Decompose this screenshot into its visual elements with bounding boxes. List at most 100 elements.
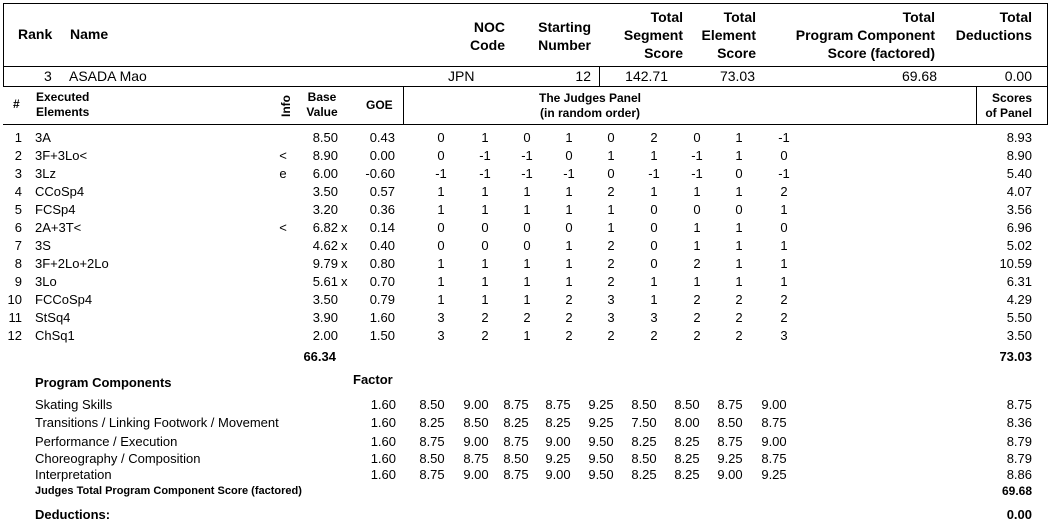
element-goe: 1.50 bbox=[369, 328, 395, 343]
judge-score: 0 bbox=[523, 220, 531, 235]
judge-score: 2 bbox=[693, 256, 701, 271]
judge-score: 1 bbox=[735, 274, 743, 289]
judge-score: 0 bbox=[481, 238, 489, 253]
skater-pcs: 69.68 bbox=[901, 68, 937, 84]
judge-score: 2 bbox=[693, 310, 701, 325]
judge-score: 1 bbox=[437, 202, 445, 217]
judge-score: 3 bbox=[607, 292, 615, 307]
judge-score: 2 bbox=[735, 310, 743, 325]
judge-score: 1 bbox=[650, 148, 658, 163]
deductions-label: Deductions: bbox=[35, 507, 111, 522]
component-judge-score: 8.75 bbox=[545, 397, 571, 412]
element-goe: 0.70 bbox=[369, 274, 395, 289]
judge-score: 2 bbox=[481, 310, 489, 325]
tes-header-line3: Score bbox=[717, 45, 756, 61]
element-panel-score: 10.59 bbox=[999, 256, 1032, 271]
judge-score: -1 bbox=[691, 148, 703, 163]
component-judge-score: 8.50 bbox=[674, 397, 700, 412]
judge-score: 0 bbox=[650, 202, 658, 217]
judge-score: 1 bbox=[437, 256, 445, 271]
factor-header: Factor bbox=[353, 372, 393, 387]
judge-score: 1 bbox=[565, 202, 573, 217]
judge-score: 1 bbox=[523, 184, 531, 199]
element-name: FCSp4 bbox=[35, 202, 76, 217]
judge-score: 1 bbox=[650, 274, 658, 289]
element-name: FCCoSp4 bbox=[35, 292, 93, 307]
component-judge-score: 9.25 bbox=[545, 451, 571, 466]
base-header-line1: Base bbox=[307, 90, 337, 104]
tss-header: Total Segment Score bbox=[600, 8, 683, 62]
judge-score: 1 bbox=[607, 148, 615, 163]
component-judge-score: 8.75 bbox=[503, 434, 529, 449]
judge-score: 0 bbox=[523, 238, 531, 253]
element-number: 3 bbox=[14, 166, 22, 181]
element-base-value: 5.61 bbox=[312, 274, 338, 289]
component-name: Performance / Execution bbox=[35, 434, 178, 449]
element-number: 4 bbox=[14, 184, 22, 199]
component-judge-score: 8.25 bbox=[674, 434, 700, 449]
judge-score: 1 bbox=[437, 292, 445, 307]
element-name: 3S bbox=[35, 238, 51, 253]
element-panel-score: 6.96 bbox=[1006, 220, 1032, 235]
tes-header-line2: Element bbox=[701, 27, 756, 43]
element-base-value: 8.90 bbox=[312, 148, 338, 163]
element-base-value: 4.62 bbox=[312, 238, 338, 253]
judge-score: -1 bbox=[479, 148, 491, 163]
judge-score: 1 bbox=[735, 220, 743, 235]
judge-score: -1 bbox=[691, 166, 703, 181]
element-name: 3F+2Lo+2Lo bbox=[35, 256, 109, 271]
judge-score: 0 bbox=[650, 220, 658, 235]
judge-score: 1 bbox=[481, 130, 489, 145]
judge-score: 0 bbox=[437, 130, 445, 145]
executed-header-line2: Elements bbox=[36, 105, 90, 119]
judges-header-line1: The Judges Panel bbox=[538, 91, 642, 105]
element-panel-score: 6.31 bbox=[1006, 274, 1032, 289]
element-base-value: 9.79 bbox=[312, 256, 338, 271]
judge-score: -1 bbox=[479, 166, 491, 181]
judge-score: 0 bbox=[693, 130, 701, 145]
judge-score: 3 bbox=[607, 310, 615, 325]
judge-score: 1 bbox=[565, 256, 573, 271]
judge-score: 2 bbox=[481, 328, 489, 343]
tes-header-line1: Total bbox=[723, 9, 756, 25]
judge-score: 1 bbox=[735, 130, 743, 145]
element-base-value: 6.00 bbox=[312, 166, 338, 181]
judges-panel-header: The Judges Panel (in random order) bbox=[500, 91, 680, 121]
element-panel-score: 3.50 bbox=[1006, 328, 1032, 343]
component-judge-score: 9.00 bbox=[761, 397, 787, 412]
judge-score: 0 bbox=[735, 202, 743, 217]
scores-header-line1: Scores bbox=[991, 91, 1032, 105]
component-judge-score: 8.50 bbox=[503, 451, 529, 466]
judge-score: 1 bbox=[565, 184, 573, 199]
component-judge-score: 8.25 bbox=[545, 415, 571, 430]
tes-header: Total Element Score bbox=[690, 8, 756, 62]
judge-score: -1 bbox=[778, 130, 790, 145]
judge-score: 2 bbox=[565, 328, 573, 343]
judge-score: 1 bbox=[780, 256, 788, 271]
element-x-marker: x bbox=[341, 220, 348, 235]
component-name: Interpretation bbox=[35, 467, 112, 482]
judge-score: 2 bbox=[693, 292, 701, 307]
skater-rank: 3 bbox=[44, 68, 52, 84]
judges-divider bbox=[976, 86, 977, 124]
element-x-marker: x bbox=[341, 274, 348, 289]
noc-header: NOC Code bbox=[425, 18, 505, 54]
name-header: Name bbox=[70, 26, 109, 42]
judge-score: 0 bbox=[780, 220, 788, 235]
judge-score: 1 bbox=[523, 202, 531, 217]
component-factor: 1.60 bbox=[370, 415, 396, 430]
element-panel-score: 5.02 bbox=[1006, 238, 1032, 253]
component-judge-score: 9.50 bbox=[588, 434, 614, 449]
component-judge-score: 9.00 bbox=[717, 467, 743, 482]
element-number: 7 bbox=[14, 238, 22, 253]
top-border bbox=[3, 3, 1048, 4]
scores-of-panel-header: Scores of Panel bbox=[970, 91, 1032, 121]
component-judge-score: 9.00 bbox=[463, 434, 489, 449]
component-judge-score: 9.50 bbox=[588, 467, 614, 482]
component-judge-score: 9.25 bbox=[588, 397, 614, 412]
judges-header-line2: (in random order) bbox=[539, 106, 640, 120]
judge-score: 1 bbox=[735, 184, 743, 199]
component-name: Choreography / Composition bbox=[35, 451, 201, 466]
judge-score: 1 bbox=[650, 184, 658, 199]
element-name: CCoSp4 bbox=[35, 184, 85, 199]
